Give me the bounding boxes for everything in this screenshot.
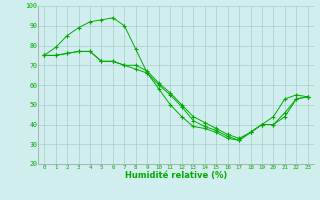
X-axis label: Humidité relative (%): Humidité relative (%) [125, 171, 227, 180]
